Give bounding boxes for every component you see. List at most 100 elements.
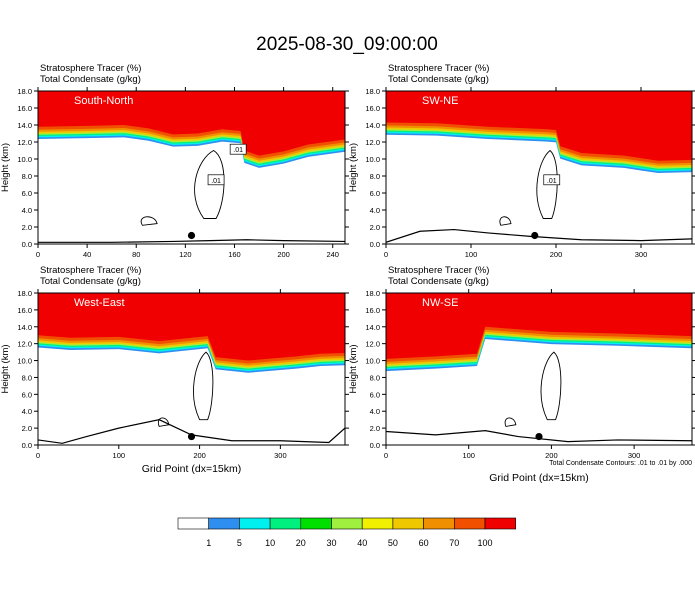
y-tick-label: 0.0: [22, 240, 32, 249]
y-tick-label: 8.0: [370, 373, 380, 382]
contour-footnote: Total Condensate Contours: .01 to .01 by…: [549, 460, 692, 467]
y-tick-label: 8.0: [22, 373, 32, 382]
condensate-contour: [157, 417, 170, 427]
colorbar-swatch: [423, 517, 455, 530]
y-tick-label: 2.0: [22, 424, 32, 433]
y-tick-label: 16.0: [365, 306, 380, 315]
x-tick-label: 40: [83, 250, 91, 259]
colorbar-label: 20: [296, 538, 306, 548]
y-tick-label: 16.0: [365, 104, 380, 113]
y-tick-label: 2.0: [22, 223, 32, 232]
tracer-band-0: [38, 293, 345, 361]
contour-label: .01: [211, 178, 221, 185]
panel-subtitle: Total Condensate (g/kg): [40, 74, 141, 85]
x-tick-label: 0: [384, 250, 388, 259]
x-tick-label: 80: [132, 250, 140, 259]
colorbar-label: 1: [206, 538, 211, 548]
y-tick-label: 6.0: [370, 390, 380, 399]
tracer-field: [386, 293, 692, 443]
panel-subtitle: Stratosphere Tracer (%): [388, 265, 489, 276]
y-tick-label: 18.0: [17, 289, 32, 298]
terrain-line: [38, 239, 345, 243]
x-tick-label: 0: [36, 451, 40, 460]
colorbar-label: 50: [388, 538, 398, 548]
colorbar-swatch: [453, 517, 486, 530]
y-tick-label: 4.0: [370, 206, 380, 215]
y-tick-label: 6.0: [22, 189, 32, 198]
panel-label: South-North: [74, 95, 133, 107]
colorbar-swatch: [484, 517, 517, 530]
plot-frame: [37, 90, 346, 245]
colorbar-label: 5: [237, 538, 242, 548]
condensate-contour: [536, 149, 558, 219]
x-tick-label: 0: [384, 451, 388, 460]
colorbar-swatch: [208, 517, 240, 530]
location-marker: [187, 432, 196, 441]
location-marker: [531, 231, 539, 240]
y-tick-label: 0.0: [370, 240, 380, 249]
plot-frame: [385, 292, 693, 446]
panel-south-north: .01 .01 0.0 2.0 4.0 6.0 8.0 10.0 12.0 14.0 16.0 18.…: [0, 63, 349, 259]
figure-title: 2025-08-30_09:00:00: [256, 34, 438, 55]
colorbar-label: 70: [449, 538, 459, 548]
y-tick-label: 2.0: [370, 424, 380, 433]
condensate-contour: [194, 149, 225, 219]
panel-west-east: 0.0 2.0 4.0 6.0 8.0 10.0 12.0 14.0 16.0 18.0 0 100 2…: [0, 265, 349, 475]
condensate-contour: [504, 417, 517, 427]
x-tick-label: 240: [326, 250, 339, 259]
tracer-band-0: [38, 91, 345, 156]
y-tick-label: 10.0: [365, 155, 380, 164]
y-tick-label: 4.0: [370, 407, 380, 416]
y-tick-label: 16.0: [17, 104, 32, 113]
x-axis-label: Grid Point (dx=15km): [142, 463, 242, 475]
condensate-contour: [140, 216, 158, 226]
y-tick-label: 12.0: [365, 340, 380, 349]
y-tick-label: 14.0: [365, 121, 380, 130]
y-axis-label: Height (km): [348, 143, 359, 192]
y-tick-label: 6.0: [370, 189, 380, 198]
colorbar-swatch: [269, 517, 302, 530]
y-tick-label: 18.0: [365, 87, 380, 96]
tracer-band-0: [386, 91, 692, 161]
y-tick-label: 14.0: [17, 323, 32, 332]
y-tick-label: 16.0: [17, 306, 32, 315]
x-tick-label: 200: [193, 451, 206, 460]
panel-subtitle: Stratosphere Tracer (%): [388, 63, 489, 74]
condensate-contour: [540, 351, 562, 421]
terrain-line: [386, 430, 692, 443]
panel-subtitle: Total Condensate (g/kg): [40, 276, 141, 287]
colorbar-swatch: [331, 517, 363, 530]
plot-frame: [37, 292, 346, 446]
colorbar-swatch: [392, 517, 424, 530]
y-tick-label: 10.0: [17, 357, 32, 366]
x-tick-label: 300: [635, 250, 648, 259]
terrain-line: [38, 419, 345, 444]
x-axis-label: Grid Point (dx=15km): [489, 472, 589, 484]
y-tick-label: 0.0: [22, 441, 32, 450]
contour-label-box: [229, 143, 247, 155]
y-tick-label: 12.0: [365, 138, 380, 147]
y-tick-label: 18.0: [365, 289, 380, 298]
tracer-field: [38, 293, 345, 444]
colorbar-label: 60: [419, 538, 429, 548]
x-tick-label: 160: [228, 250, 241, 259]
contour-label: .01: [233, 147, 243, 154]
location-marker: [187, 231, 196, 240]
tracer-field: [386, 91, 692, 243]
x-tick-label: 100: [462, 451, 475, 460]
y-tick-label: 12.0: [17, 340, 32, 349]
panel-subtitle: Stratosphere Tracer (%): [40, 63, 141, 74]
y-axis-label: Height (km): [348, 344, 359, 393]
tracer-band-0: [386, 293, 692, 359]
panel-sw-ne: .01 0.0 2.0 4.0 6.0 8.0 10.0 12.0 14.0 16.0 18.0 0 1…: [348, 63, 695, 259]
condensate-contour: [193, 351, 214, 421]
contour-label-box: [207, 174, 225, 186]
y-axis-label: Height (km): [0, 344, 11, 393]
colorbar-label: 100: [477, 538, 492, 548]
x-tick-label: 200: [550, 250, 563, 259]
panels-group: .01 .01 0.0 2.0 4.0 6.0 8.0 10.0 12.0 14.0 16.0 18.…: [0, 63, 695, 484]
panel-label: NW-SE: [422, 297, 458, 309]
y-tick-label: 2.0: [370, 223, 380, 232]
panel-subtitle: Stratosphere Tracer (%): [40, 265, 141, 276]
